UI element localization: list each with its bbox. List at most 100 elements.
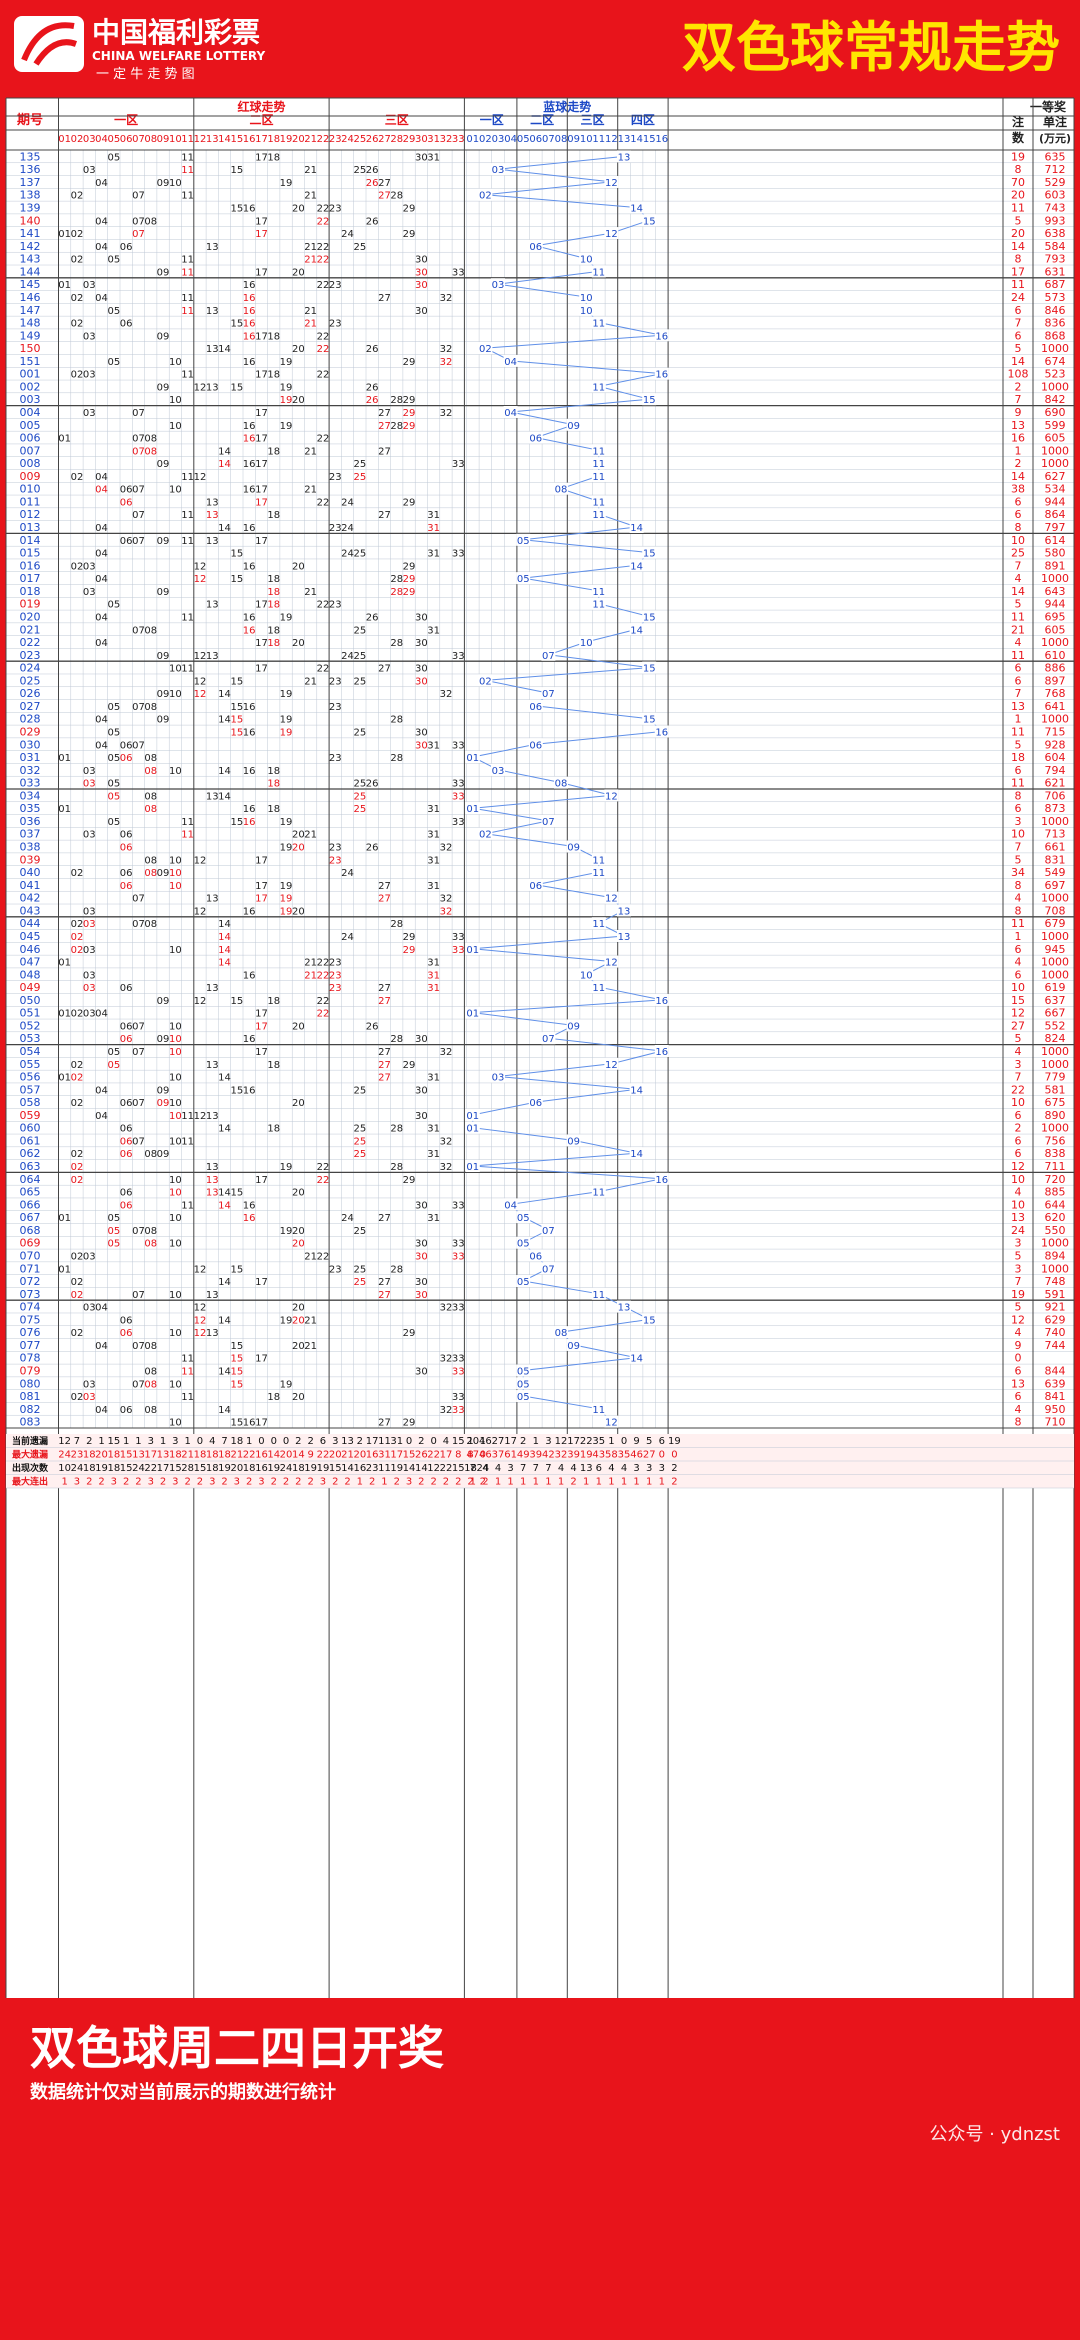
red-ball: 02 [71, 561, 84, 572]
stats-red-value: 1 [246, 1436, 252, 1447]
blue-ball-bg [591, 457, 606, 470]
red-ball: 13 [206, 306, 219, 317]
stats-red-value: 2 [480, 1477, 486, 1488]
red-ball: 19 [280, 395, 293, 406]
period-cell: 018 [20, 585, 41, 598]
red-ball: 14 [218, 958, 231, 969]
red-ball: 11 [181, 1111, 194, 1122]
red-ball: 30 [415, 1034, 428, 1045]
period-cell: 062 [20, 1147, 41, 1160]
red-ball: 02 [71, 945, 84, 956]
red-ball: 08 [144, 434, 157, 445]
red-ball: 03 [83, 830, 96, 841]
logo-name-cn: 中国福利彩票 [92, 16, 260, 49]
red-ball: 10 [169, 664, 182, 675]
winners-cell: 6 [1015, 304, 1022, 317]
period-cell: 061 [20, 1134, 41, 1147]
stats-blue-value: 46 [479, 1436, 492, 1447]
blue-ball: 14 [630, 1085, 643, 1096]
red-ball: 13 [206, 1162, 219, 1173]
red-col-label: 12 [194, 134, 207, 145]
red-ball: 16 [243, 702, 256, 713]
period-cell: 045 [20, 930, 41, 943]
red-ball: 01 [58, 1009, 71, 1020]
blue-ball: 05 [517, 536, 530, 547]
period-cell: 047 [20, 956, 41, 969]
red-ball: 08 [144, 1226, 157, 1237]
stats-red-value: 15 [120, 1463, 133, 1474]
red-ball: 25 [353, 1226, 366, 1237]
stats-block: 当前遗漏 12 7 2 1 15 1 1 3 1 3 1 0 4 7 18 1 0 0 0 2 2 6 3 13 2 17 11 31 0… [6, 1434, 1074, 1489]
red-ball: 16 [243, 434, 256, 445]
amount-cell: 950 [1045, 1403, 1066, 1416]
separators [5, 97, 1075, 1998]
blue-ball: 12 [605, 1060, 618, 1071]
stats-red-value: 24 [280, 1463, 293, 1474]
red-ball: 22 [317, 344, 330, 355]
red-ball: 10 [169, 178, 182, 189]
blue-ball-bg [642, 661, 657, 674]
stats-blue-value: 39 [529, 1450, 542, 1461]
red-ball: 05 [107, 600, 120, 611]
amount-cell: 1000 [1041, 1237, 1069, 1250]
red-ball: 25 [353, 1277, 366, 1288]
red-ball: 12 [194, 651, 207, 662]
stats-red-value: 22 [440, 1463, 453, 1474]
period-cell: 135 [20, 150, 41, 163]
red-ball: 13 [206, 1111, 219, 1122]
blue-ball: 14 [630, 204, 643, 215]
blue-ball-bg [642, 214, 657, 227]
amount-cell: 603 [1045, 189, 1066, 202]
red-ball: 22 [317, 204, 330, 215]
blue-ball-bg [528, 699, 543, 712]
red-ball: 04 [95, 574, 108, 585]
period-cell: 082 [20, 1403, 41, 1416]
winners-cell: 14 [1011, 240, 1025, 253]
stats-blue-value: 61 [504, 1450, 517, 1461]
red-ball: 10 [169, 395, 182, 406]
stats-red-value: 0 [430, 1436, 436, 1447]
stats-blue-value: 1 [495, 1477, 501, 1488]
red-ball: 12 [194, 676, 207, 687]
amount-cell: 794 [1045, 764, 1066, 777]
blue-ball-bg [478, 188, 493, 201]
stats-blue-value: 17 [567, 1436, 580, 1447]
red-ball: 07 [132, 1047, 145, 1058]
stats-red-value: 3 [74, 1477, 80, 1488]
red-ball: 02 [71, 1328, 84, 1339]
red-ball: 19 [280, 843, 293, 854]
period-cell: 055 [20, 1058, 41, 1071]
red-ball: 33 [452, 932, 465, 943]
amount-cell: 549 [1045, 866, 1066, 879]
red-ball: 30 [415, 638, 428, 649]
amount-cell: 581 [1045, 1083, 1066, 1096]
blue-col-label: 08 [555, 134, 568, 145]
red-ball: 08 [144, 1366, 157, 1377]
red-ball: 23 [329, 702, 342, 713]
blue-ball: 11 [592, 1290, 605, 1301]
period-cell: 080 [20, 1377, 41, 1390]
red-ball: 32 [440, 1354, 453, 1365]
red-ball: 02 [71, 1251, 84, 1262]
blue-ball: 06 [529, 881, 542, 892]
red-ball: 30 [415, 1277, 428, 1288]
red-col-label: 17 [255, 134, 268, 145]
logo-badge [14, 16, 84, 72]
red-ball: 21 [304, 165, 317, 176]
blue-ball-bg [528, 1249, 543, 1262]
red-ball: 06 [120, 1034, 133, 1045]
red-ball: 16 [243, 612, 256, 623]
amount-cell: 627 [1045, 470, 1066, 483]
red-ball: 27 [378, 1073, 391, 1084]
red-ball: 02 [71, 1073, 84, 1084]
red-ball: 16 [243, 204, 256, 215]
period-cell: 149 [20, 329, 41, 342]
blue-ball-bg [591, 1402, 606, 1415]
blue-ball: 01 [466, 804, 479, 815]
red-ball: 14 [218, 791, 231, 802]
logo-name-en: CHINA WELFARE LOTTERY [92, 49, 265, 63]
stats-red-value: 2 [135, 1477, 141, 1488]
red-ball: 04 [95, 549, 108, 560]
